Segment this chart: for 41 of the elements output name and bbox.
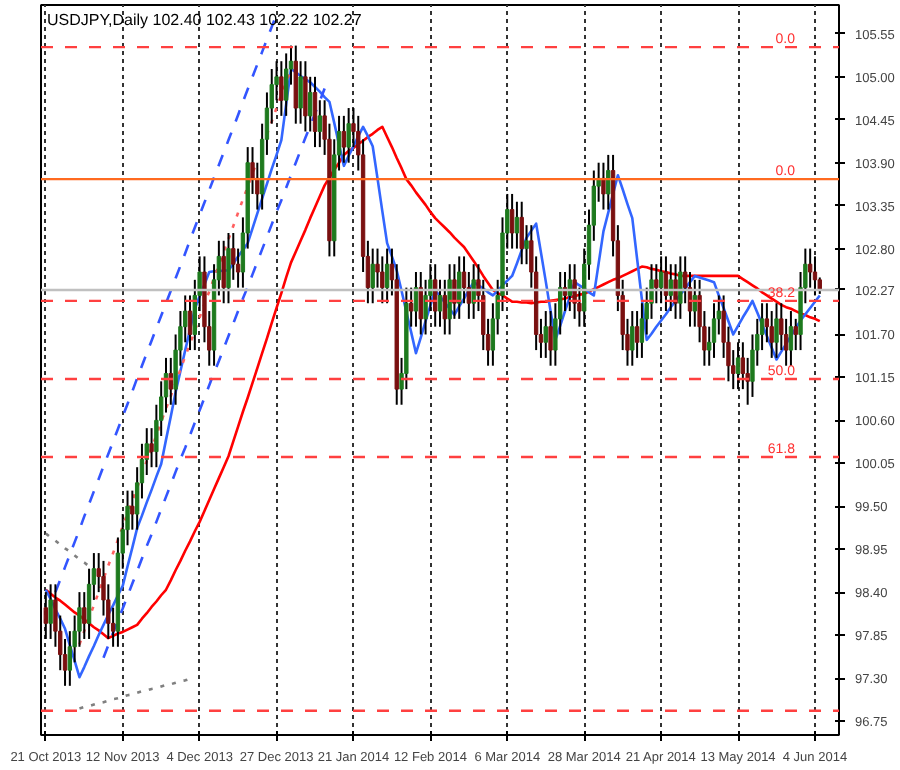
candlestick	[312, 75, 318, 149]
candlestick	[735, 341, 741, 391]
candlestick	[283, 52, 289, 117]
candlestick	[678, 255, 683, 320]
candlestick	[509, 192, 515, 250]
candlestick	[293, 44, 298, 125]
candlestick	[341, 114, 347, 164]
candlestick	[384, 247, 390, 305]
candlestick	[226, 231, 231, 305]
candlestick	[543, 310, 548, 359]
candlestick	[711, 302, 717, 359]
candlestick	[601, 161, 606, 211]
candlestick	[303, 60, 308, 133]
candlestick	[346, 107, 351, 164]
line-series	[44, 125, 822, 640]
line-series	[102, 87, 326, 660]
candlestick	[812, 255, 818, 297]
candlestick	[447, 263, 452, 336]
candlestick	[380, 255, 385, 305]
candlestick	[774, 302, 779, 359]
chart-title: USDJPY,Daily 102.40 102.43 102.22 102.27	[47, 11, 363, 29]
candlestick	[418, 271, 423, 336]
candlestick	[548, 310, 553, 367]
candlestick	[471, 263, 476, 320]
candlestick	[457, 255, 462, 320]
candlestick	[221, 239, 226, 305]
candlestick	[567, 263, 572, 313]
candlestick	[370, 247, 375, 305]
line-series	[78, 677, 192, 710]
candlestick	[673, 263, 678, 320]
candlestick	[769, 310, 774, 359]
candlestick	[630, 310, 635, 367]
candlestick	[668, 263, 673, 313]
candlestick	[279, 60, 284, 117]
candlestick	[572, 263, 577, 320]
candlestick	[519, 200, 524, 266]
candlestick	[658, 255, 664, 305]
candlestick	[433, 263, 438, 328]
candlestick	[634, 310, 640, 359]
candlestick	[788, 310, 794, 367]
candlestick	[48, 583, 53, 640]
